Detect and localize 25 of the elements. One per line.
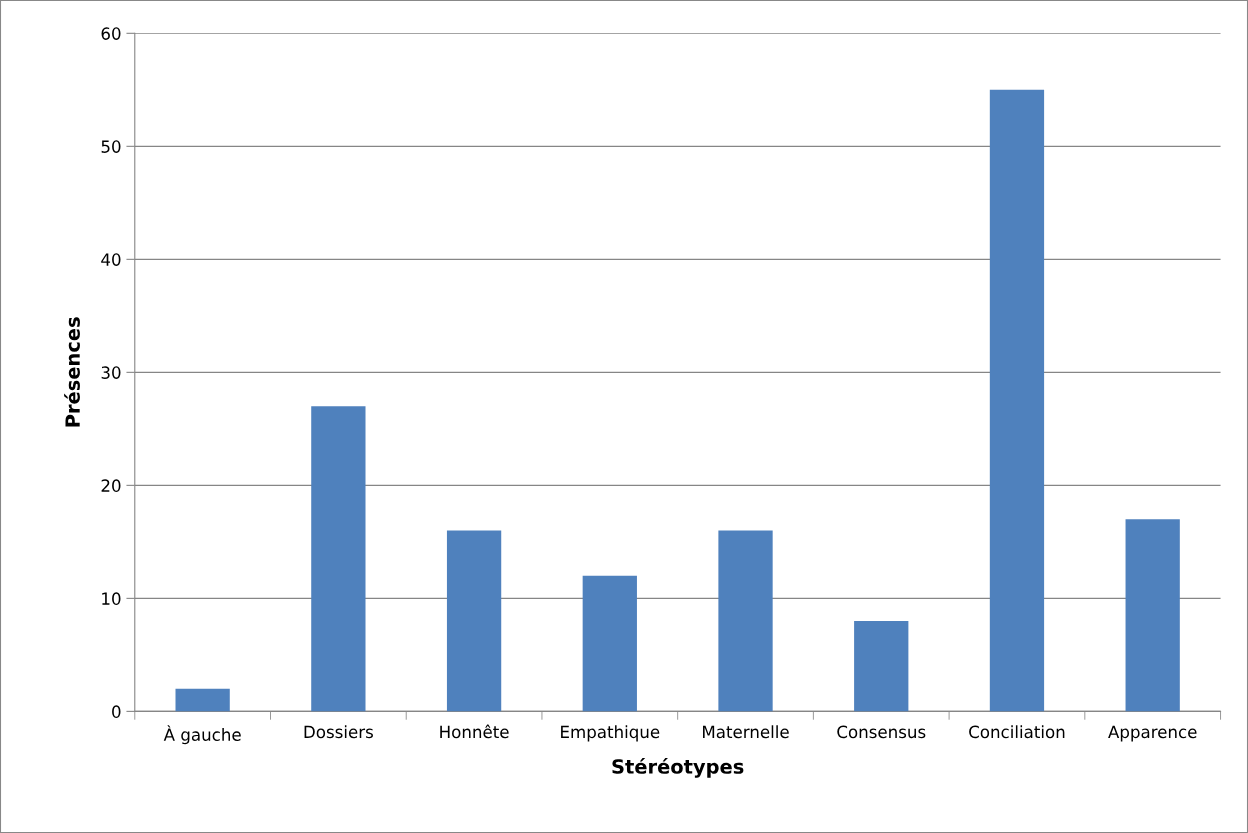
x-tick-label: À gauche: [163, 725, 241, 745]
x-tick-label: Maternelle: [703, 725, 789, 739]
bar: [311, 406, 366, 712]
x-tick-label: Conciliation: [969, 725, 1065, 739]
y-tick-label: 20: [101, 479, 121, 492]
y-tick-label: 30: [101, 366, 121, 379]
x-tick-label: Dossiers: [304, 725, 373, 739]
bar: [446, 530, 502, 712]
bar: [854, 620, 909, 712]
x-tick-label: Honnête: [440, 724, 509, 739]
bar: [718, 530, 773, 712]
bar: [582, 575, 637, 712]
y-tick-label: 60: [101, 27, 121, 40]
x-tick-label: Empathique: [561, 725, 660, 742]
bar: [1125, 519, 1180, 712]
y-tick-label: 10: [102, 592, 121, 605]
x-tick-label: Consensus: [837, 725, 926, 739]
bar: [175, 688, 230, 712]
bar: [989, 89, 1045, 712]
y-tick-label: 50: [101, 140, 121, 153]
y-axis-title: Présences: [64, 317, 80, 427]
y-tick-label: 0: [112, 705, 121, 718]
y-tick-label: 40: [101, 253, 121, 266]
x-tick-label: Apparence: [1108, 725, 1197, 742]
x-axis-title: Stéréotypes: [612, 758, 744, 778]
